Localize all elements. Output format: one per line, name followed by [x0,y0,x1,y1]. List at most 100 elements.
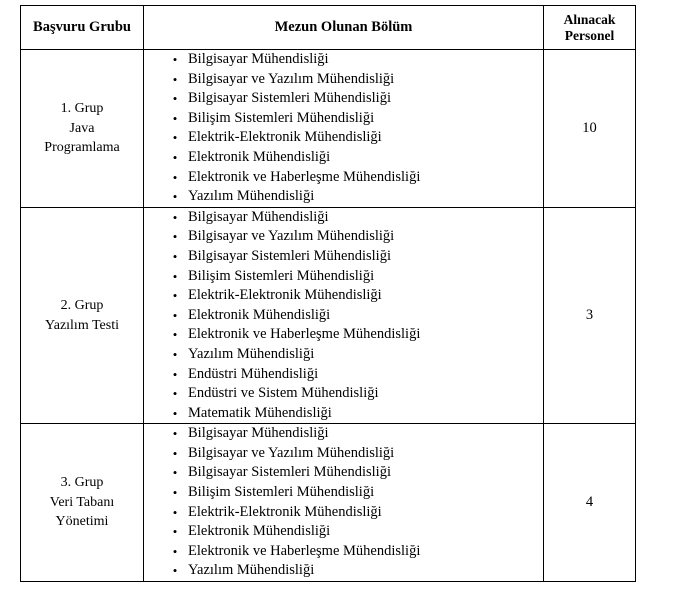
list-item: • Bilişim Sistemleri Mühendisliği [144,267,543,287]
department-name: Endüstri ve Sistem Mühendisliği [188,385,379,402]
department-name: Bilişim Sistemleri Mühendisliği [188,267,375,284]
department-name: Bilgisayar Sistemleri Mühendisliği [188,247,391,264]
personnel-count-cell-1: 10 [543,49,636,208]
bullet-icon: • [172,327,178,343]
bullet-icon: • [172,130,178,146]
department-list-1: • Bilgisayar Mühendisliği • Bilgisayar v… [144,50,543,207]
department-name: Elektrik-Elektronik Mühendisliği [188,129,382,146]
group-name-3-line2: Yönetimi [55,514,109,530]
bullet-icon: • [172,563,178,579]
list-item: • Elektronik Mühendisliği [144,306,543,326]
list-item: • Elektrik-Elektronik Mühendisliği [144,128,543,148]
bullet-icon: • [172,110,178,126]
list-item: • Endüstri Mühendisliği [144,365,543,385]
table-row: 2. Grup Yazılım Testi • Bilgisayar Mühen… [20,206,636,425]
bullet-icon: • [172,485,178,501]
department-list-cell-2: • Bilgisayar Mühendisliği • Bilgisayar v… [143,206,544,425]
group-label-cell-1: 1. Grup Java Programlama [20,49,144,208]
list-item: • Elektronik Mühendisliği [144,148,543,168]
column-header-graduated-department: Mezun Olunan Bölüm [143,5,544,50]
list-item: • Elektronik ve Haberleşme Mühendisliği [144,168,543,188]
list-item: • Yazılım Mühendisliği [144,561,543,581]
list-item: • Elektrik-Elektronik Mühendisliği [144,286,543,306]
department-name: Bilgisayar Sistemleri Mühendisliği [188,90,391,107]
bullet-icon: • [172,426,178,442]
department-name: Elektronik Mühendisliği [188,306,331,323]
department-name: Bilgisayar ve Yazılım Mühendisliği [188,228,395,245]
department-name: Elektrik-Elektronik Mühendisliği [188,503,382,520]
bullet-icon: • [172,366,178,382]
bullet-icon: • [172,189,178,205]
department-name: Bilgisayar Mühendisliği [188,208,329,225]
department-name: Elektronik ve Haberleşme Mühendisliği [188,542,421,559]
group-label-cell-2: 2. Grup Yazılım Testi [20,206,144,425]
department-name: Bilgisayar ve Yazılım Mühendisliği [188,444,395,461]
bullet-icon: • [172,268,178,284]
bullet-icon: • [172,91,178,107]
department-name: Endüstri Mühendisliği [188,365,319,382]
bullet-icon: • [172,405,178,421]
list-item: • Elektrik-Elektronik Mühendisliği [144,503,543,523]
group-name-3-line1: Veri Tabanı [49,494,115,510]
group-number-3: 3. Grup [60,475,104,491]
list-item: • Elektronik ve Haberleşme Mühendisliği [144,325,543,345]
bullet-icon: • [172,346,178,362]
group-number-2: 2. Grup [60,298,104,314]
department-list-3: • Bilgisayar Mühendisliği • Bilgisayar v… [144,424,543,581]
list-item: • Matematik Mühendisliği [144,404,543,424]
list-item: • Bilgisayar Mühendisliği [144,50,543,70]
table-header-row: Başvuru Grubu Mezun Olunan Bölüm Alınaca… [20,5,636,50]
column-header-personnel-line1: Alınacak [563,11,616,27]
department-name: Elektronik Mühendisliği [188,148,331,165]
bullet-icon: • [172,169,178,185]
bullet-icon: • [172,248,178,264]
list-item: • Bilgisayar Mühendisliği [144,424,543,444]
list-item: • Yazılım Mühendisliği [144,187,543,207]
list-item: • Yazılım Mühendisliği [144,345,543,365]
department-name: Bilgisayar Sistemleri Mühendisliği [188,464,391,481]
department-name: Matematik Mühendisliği [188,404,332,421]
personnel-count-cell-2: 3 [543,206,636,425]
list-item: • Bilgisayar Sistemleri Mühendisliği [144,247,543,267]
department-name: Yazılım Mühendisliği [188,562,315,579]
bullet-icon: • [172,504,178,520]
table-body: 1. Grup Java Programlama • Bilgisayar Mü… [20,49,636,583]
column-header-personnel-line2: Personel [564,27,615,43]
department-name: Bilişim Sistemleri Mühendisliği [188,109,375,126]
department-name: Bilgisayar Mühendisliği [188,51,329,67]
application-groups-table: Başvuru Grubu Mezun Olunan Bölüm Alınaca… [20,5,636,583]
list-item: • Endüstri ve Sistem Mühendisliği [144,384,543,404]
group-name-1-line1: Java [69,120,95,136]
department-name: Yazılım Mühendisliği [188,345,315,362]
bullet-icon: • [172,445,178,461]
personnel-count-cell-3: 4 [543,423,636,583]
column-header-personnel-to-be-hired: Alınacak Personel [543,5,636,50]
list-item: • Bilişim Sistemleri Mühendisliği [144,109,543,129]
list-item: • Bilgisayar Sistemleri Mühendisliği [144,463,543,483]
list-item: • Bilgisayar Mühendisliği [144,208,543,228]
bullet-icon: • [172,524,178,540]
bullet-icon: • [172,149,178,165]
bullet-icon: • [172,288,178,304]
department-name: Bilgisayar Mühendisliği [188,425,329,442]
department-list-cell-3: • Bilgisayar Mühendisliği • Bilgisayar v… [143,423,544,583]
bullet-icon: • [172,543,178,559]
department-name: Yazılım Mühendisliği [188,188,315,205]
department-list-2: • Bilgisayar Mühendisliği • Bilgisayar v… [144,208,543,424]
list-item: • Bilişim Sistemleri Mühendisliği [144,483,543,503]
column-header-application-group: Başvuru Grubu [20,5,144,50]
bullet-icon: • [172,465,178,481]
list-item: • Bilgisayar Sistemleri Mühendisliği [144,89,543,109]
group-number-1: 1. Grup [60,101,104,117]
table-header: Başvuru Grubu Mezun Olunan Bölüm Alınaca… [20,5,636,50]
department-name: Bilişim Sistemleri Mühendisliği [188,484,375,501]
list-item: • Elektronik ve Haberleşme Mühendisliği [144,542,543,562]
list-item: • Bilgisayar ve Yazılım Mühendisliği [144,70,543,90]
table-row: 3. Grup Veri Tabanı Yönetimi • Bilgisaya… [20,423,636,583]
department-name: Elektrik-Elektronik Mühendisliği [188,287,382,304]
bullet-icon: • [172,71,178,87]
department-name: Elektronik Mühendisliği [188,523,331,540]
bullet-icon: • [172,52,178,67]
table-row: 1. Grup Java Programlama • Bilgisayar Mü… [20,49,636,208]
